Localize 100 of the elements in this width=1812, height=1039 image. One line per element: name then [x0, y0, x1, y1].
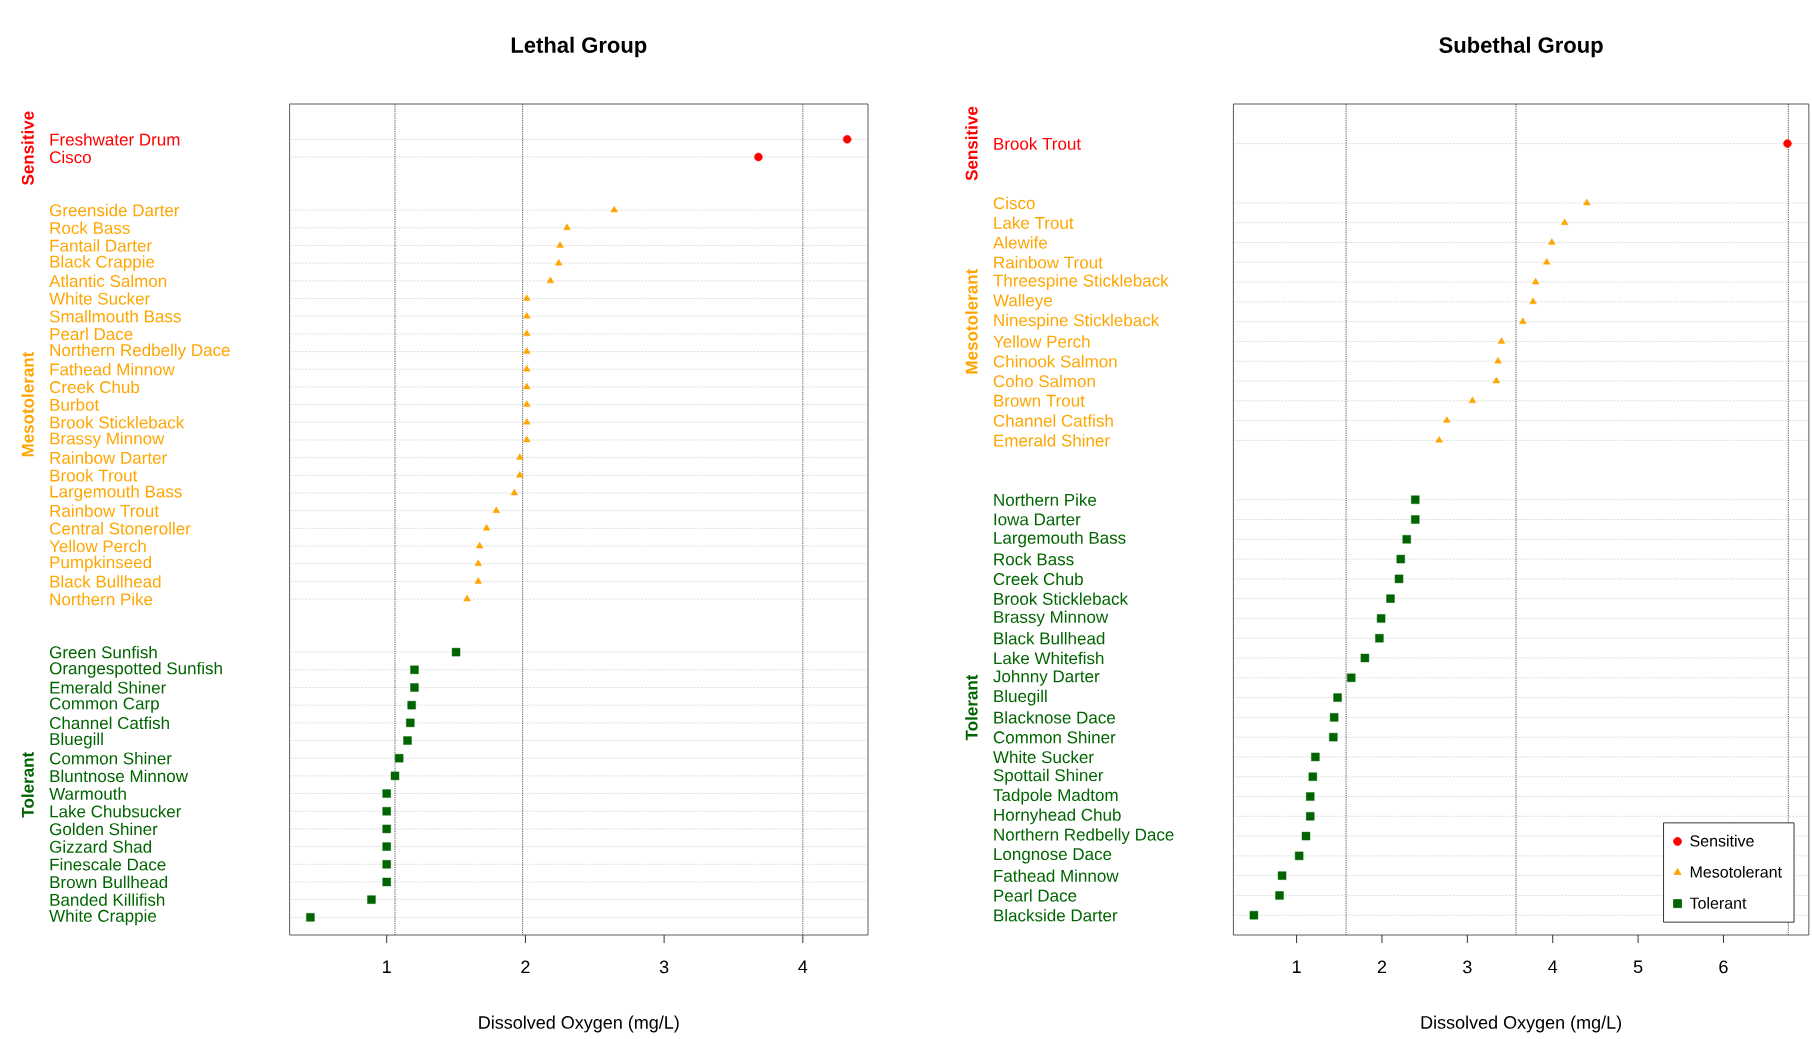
x-tick-label: 2 — [1377, 960, 1387, 974]
text: Tolerant — [21, 752, 34, 818]
x-axis-title: Dissolved Oxygen (mg/L) — [1421, 1015, 1621, 1033]
y-tick-label: Rainbow Trout — [50, 504, 159, 517]
x-axis-title: Dissolved Oxygen (mg/L) — [479, 1015, 679, 1033]
y-tick-label: Northern Redbelly Dace — [994, 828, 1174, 845]
y-tick-label: Brassy Minnow — [50, 432, 165, 448]
y-tick-label: Fantail Darter — [50, 239, 152, 252]
y-tick-label: Pearl Dace — [50, 327, 133, 341]
y-tick-label: Black Crappie — [50, 255, 155, 272]
y-tick-label: Blacknose Dace — [994, 711, 1115, 724]
y-tick-label: White Crappie — [49, 909, 157, 926]
y-tick-label: Lake Whitefish — [994, 651, 1104, 665]
y-tick-label: Rock Bass — [994, 552, 1074, 566]
y-tick-label: Cisco — [49, 150, 91, 164]
y-tick-label: Rock Bass — [50, 221, 130, 235]
x-tick-label: 1 — [1292, 960, 1301, 973]
text: Tolerant — [965, 674, 978, 741]
y-tick-label: Coho Salmon — [993, 374, 1095, 388]
y-tick-label: Rainbow Darter — [50, 451, 167, 464]
y-tick-label: Creek Chub — [993, 572, 1083, 586]
y-tick-label: Pumpkinseed — [50, 555, 152, 572]
text: Sensitive — [965, 106, 978, 181]
y-tick-label: Warmouth — [49, 787, 126, 800]
y-tick-label: Greenside Darter — [49, 203, 180, 217]
y-tick-label: Brook Stickleback — [994, 592, 1129, 605]
chart-title: Subethal Group — [1439, 36, 1603, 58]
y-tick-label: Brown Bullhead — [50, 875, 168, 889]
y-tick-label: Smallmouth Bass — [49, 309, 181, 323]
x-tick-label: 1 — [383, 960, 391, 973]
y-tick-label: Atlantic Salmon — [49, 274, 167, 288]
chart-title: Lethal Group — [511, 36, 647, 58]
y-tick-label: White Sucker — [49, 292, 150, 305]
y-tick-label: Gizzard Shad — [49, 840, 152, 853]
y-tick-label: Longnose Dace — [994, 848, 1112, 864]
x-tick-label: 6 — [1719, 960, 1728, 974]
y-tick-label: Largemouth Bass — [50, 485, 182, 501]
y-tick-label: Brassy Minnow — [994, 610, 1109, 627]
x-tick-label: 5 — [1633, 960, 1643, 974]
y-tick-label: Fathead Minnow — [994, 869, 1119, 882]
y-tick-label: Iowa Darter — [994, 513, 1081, 526]
y-tick-label: Green Sunfish — [49, 645, 157, 659]
y-tick-label: Yellow Perch — [49, 539, 146, 553]
text: Mesotolerant — [21, 351, 34, 457]
y-tick-label: Emerald Shiner — [50, 681, 166, 694]
y-tick-label: Hornyhead Chub — [994, 808, 1121, 825]
y-tick-label: Central Stoneroller — [49, 522, 191, 535]
y-tick-label: Bluntnose Minnow — [50, 769, 189, 783]
y-tick-label: Brook Trout — [994, 137, 1081, 150]
y-tick-label: Tadpole Madtom — [993, 788, 1118, 805]
legend-label: Mesotolerant — [1690, 865, 1782, 878]
y-tick-label: Black Bullhead — [50, 575, 161, 588]
y-tick-label: Fathead Minnow — [50, 362, 175, 376]
y-tick-label: Lake Chubsucker — [50, 805, 182, 818]
y-tick-label: Banded Killifish — [50, 893, 165, 906]
y-tick-label: Alewife — [992, 236, 1047, 249]
x-tick-label: 4 — [798, 960, 808, 973]
y-tick-label: Burbot — [50, 398, 100, 411]
y-tick-label: Threespine Stickleback — [993, 274, 1169, 290]
y-tick-label: Northern Redbelly Dace — [50, 343, 230, 360]
x-tick-label: 3 — [1463, 960, 1472, 974]
y-tick-label: Johnny Darter — [993, 669, 1100, 686]
text: Mesotolerant — [965, 268, 978, 374]
y-tick-label: Channel Catfish — [993, 414, 1113, 427]
y-tick-label: Creek Chub — [49, 380, 140, 394]
y-tick-label: Blackside Darter — [994, 908, 1118, 922]
y-tick-label: Golden Shiner — [49, 822, 158, 836]
y-tick-label: Northern Pike — [50, 592, 153, 606]
y-tick-label: Spottail Shiner — [993, 768, 1104, 785]
y-tick-label: Largemouth Bass — [994, 531, 1126, 548]
y-tick-label: Brown Trout — [994, 394, 1085, 407]
y-tick-label: Brook Stickleback — [50, 416, 185, 429]
y-tick-label: Rainbow Trout — [994, 256, 1103, 269]
y-tick-label: Chinook Salmon — [993, 354, 1117, 368]
y-tick-label: Common Shiner — [993, 730, 1116, 744]
y-tick-label: Black Bullhead — [994, 631, 1105, 645]
text: Sensitive — [21, 111, 34, 186]
y-tick-label: Bluegill — [994, 689, 1047, 706]
y-tick-label: White Sucker — [993, 750, 1094, 764]
legend-label: Tolerant — [1689, 897, 1747, 909]
y-tick-label: Common Carp — [49, 697, 159, 713]
y-tick-label: Finescale Dace — [50, 858, 166, 871]
legend-label: Sensitive — [1690, 834, 1754, 847]
y-tick-label: Cisco — [993, 196, 1035, 210]
x-tick-label: 2 — [521, 960, 530, 974]
y-tick-label: Freshwater Drum — [50, 133, 180, 146]
y-tick-label: Common Shiner — [49, 751, 172, 765]
y-tick-label: Walleye — [993, 293, 1053, 310]
x-tick-label: 3 — [659, 960, 669, 974]
y-tick-label: Channel Catfish — [49, 716, 169, 730]
y-tick-label: Brook Trout — [50, 469, 138, 482]
y-tick-label: Emerald Shiner — [994, 434, 1110, 447]
x-tick-label: 4 — [1548, 960, 1558, 973]
y-tick-label: Bluegill — [50, 732, 103, 749]
y-tick-label: Yellow Perch — [993, 335, 1090, 348]
y-tick-label: Orangespotted Sunfish — [49, 661, 222, 678]
y-tick-label: Pearl Dace — [994, 889, 1077, 902]
y-tick-label: Ninespine Stickleback — [994, 313, 1160, 330]
y-tick-label: Lake Trout — [994, 216, 1074, 229]
y-tick-label: Northern Pike — [994, 493, 1097, 506]
